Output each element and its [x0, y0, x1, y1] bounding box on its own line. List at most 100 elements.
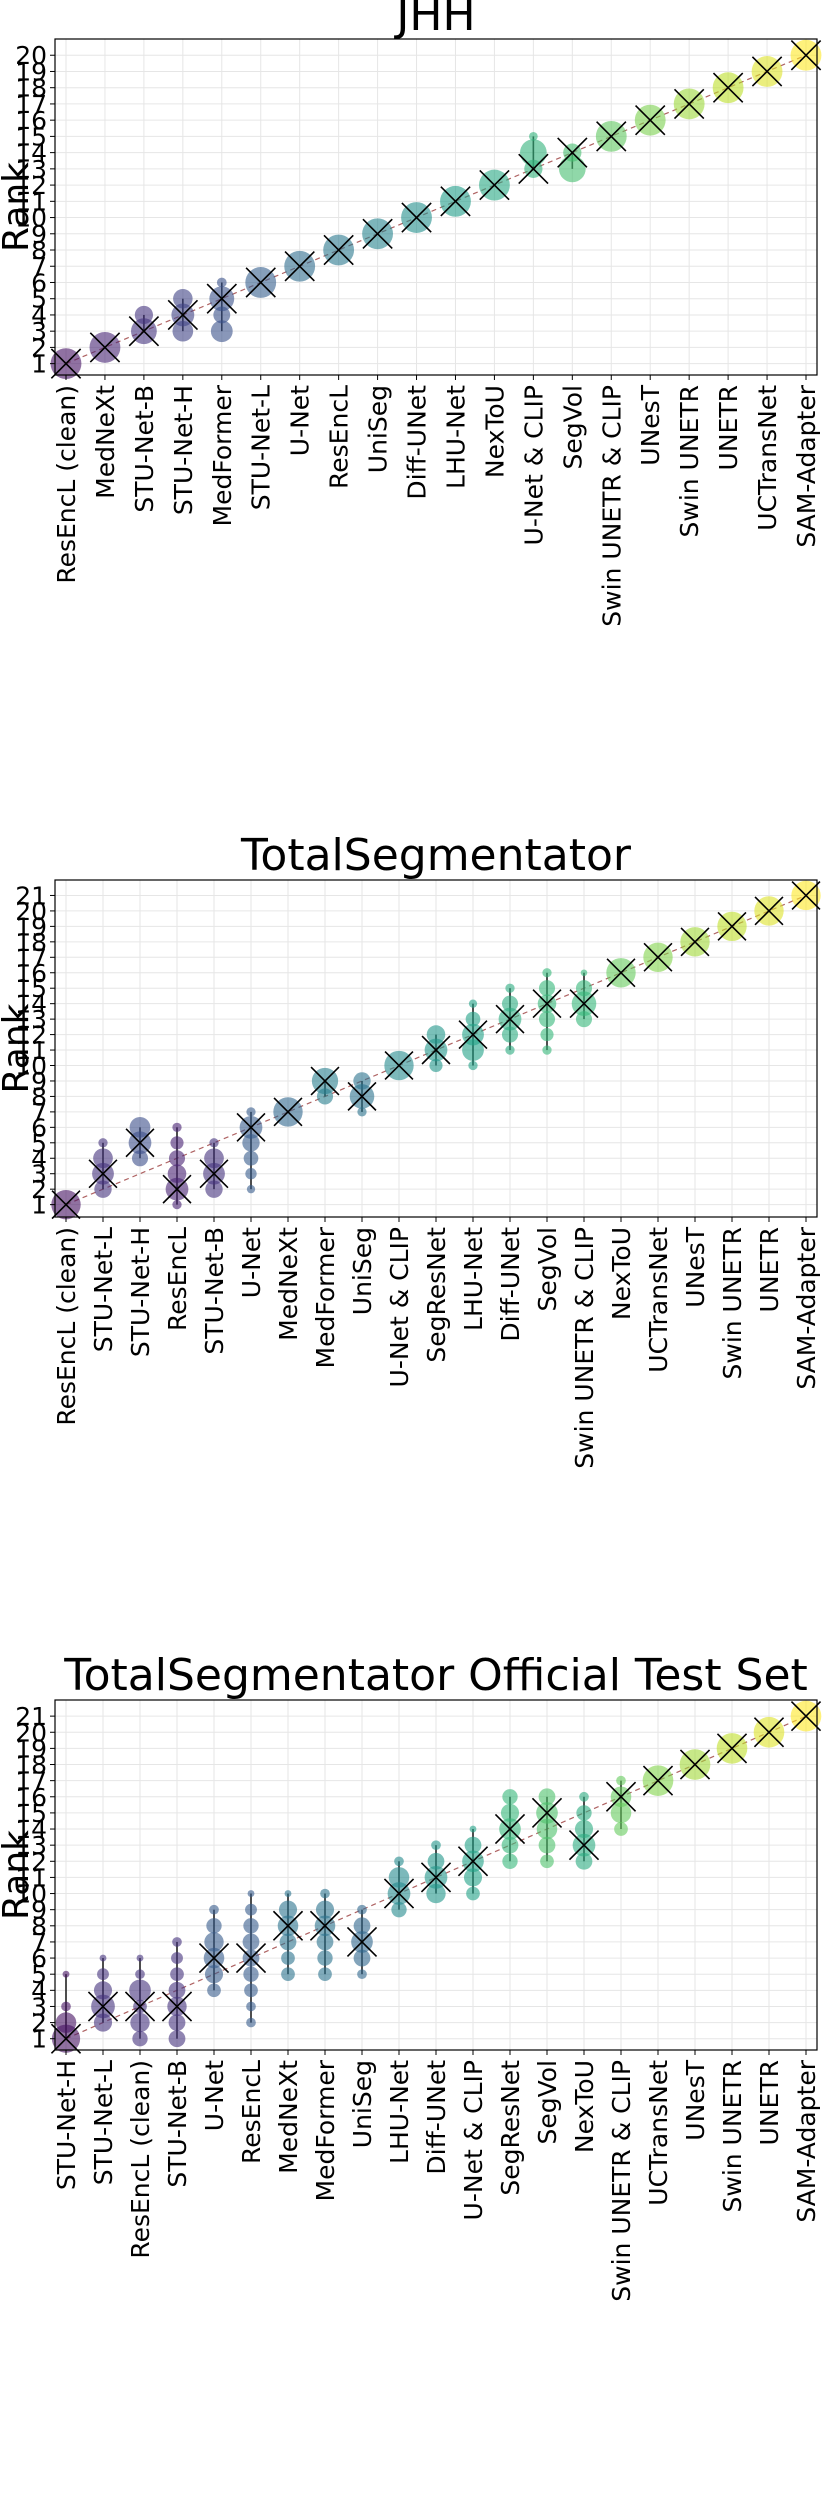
rank-bubble	[61, 2001, 71, 2012]
category-stu-net-l	[245, 267, 277, 298]
rank-bubble	[468, 1060, 478, 1071]
x-tick-label: U-Net	[286, 385, 315, 456]
category-segvol	[532, 968, 562, 1055]
category-sam-adapter	[790, 39, 822, 71]
y-tick-label: 14	[15, 990, 47, 1019]
y-tick-label: 9	[31, 1067, 47, 1096]
median-marker	[751, 56, 783, 87]
median-marker	[495, 1004, 525, 1034]
median-marker	[245, 267, 276, 298]
category-uctransnet	[642, 1765, 674, 1796]
rank-bubble	[426, 1025, 446, 1044]
y-tick-label: 15	[15, 974, 47, 1003]
median-marker	[310, 1066, 340, 1096]
rank-bubble	[246, 1185, 256, 1194]
rank-bubble	[168, 2014, 186, 2031]
category-u-net-clip	[518, 132, 549, 185]
median-marker	[717, 911, 747, 941]
median-marker	[50, 2023, 82, 2054]
rank-bubble	[315, 1900, 335, 1919]
median-marker	[309, 1910, 341, 1941]
rank-bubble	[207, 1983, 221, 1998]
y-tick-label: 15	[15, 1799, 47, 1828]
median-marker	[643, 942, 673, 972]
y-tick-label: 3	[31, 1992, 47, 2021]
category-uctransnet	[751, 56, 783, 87]
median-marker	[89, 332, 121, 363]
x-tick-label: MedFormer	[311, 1226, 340, 1368]
rank-bubble	[213, 306, 231, 324]
rank-bubble	[529, 132, 538, 141]
rank-bubble	[284, 1890, 292, 1897]
chart-title: TotalSegmentator	[240, 830, 632, 881]
x-tick-label: U-Net	[200, 2060, 229, 2131]
median-marker	[568, 1830, 600, 1861]
rank-bubble	[173, 288, 193, 309]
rank-bubble	[353, 1949, 371, 1967]
rank-bubble	[536, 1818, 558, 1840]
category-lhu-net	[458, 999, 488, 1071]
rank-bubble	[614, 1822, 628, 1836]
x-tick-label: Diff-UNet	[422, 2060, 451, 2175]
rank-bubble	[243, 1150, 259, 1166]
median-marker	[236, 1112, 266, 1142]
median-marker	[87, 1991, 119, 2022]
y-tick-label: 2	[31, 333, 47, 362]
rank-bubble	[579, 1791, 589, 1802]
y-tick-label: 8	[31, 236, 47, 265]
category-segvol	[557, 137, 588, 183]
median-marker	[161, 1991, 193, 2022]
x-tick-label: SegVol	[533, 1227, 562, 1312]
median-marker	[791, 880, 821, 910]
chart-panel-2: TotalSegmentatorRank12345678910111213141…	[0, 830, 821, 1469]
category-diff-unet	[495, 983, 525, 1055]
x-tick-label: ResEncL (clean)	[52, 1227, 81, 1426]
rank-bubble	[172, 1122, 182, 1132]
rank-bubble	[135, 1969, 145, 1980]
y-tick-label: 9	[31, 1896, 47, 1925]
rank-bubble	[279, 1933, 297, 1951]
y-tick-label: 10	[15, 1880, 47, 1909]
median-marker	[323, 234, 354, 266]
median-marker	[457, 1846, 489, 1877]
median-marker	[680, 927, 710, 957]
x-tick-label: NexToU	[607, 1227, 636, 1320]
rank-bubble	[462, 1039, 484, 1061]
x-tick-label: SegVol	[533, 2060, 562, 2145]
median-marker	[606, 958, 636, 988]
category-nextou	[568, 1791, 600, 1870]
x-tick-label: U-Net & CLIP	[519, 385, 548, 545]
x-tick-label: UCTransNet	[753, 385, 782, 531]
median-marker	[673, 88, 705, 120]
rank-bubble	[391, 1902, 407, 1918]
y-tick-label: 3	[31, 317, 47, 346]
rank-bubble	[171, 1952, 183, 1964]
median-marker	[206, 283, 238, 314]
rank-bubble	[558, 155, 586, 183]
rank-bubble	[317, 1950, 333, 1966]
median-marker	[634, 104, 666, 136]
category-unetr	[753, 1716, 785, 1748]
median-marker	[162, 1174, 192, 1204]
category-mednext	[89, 331, 121, 363]
rank-bubble	[172, 1199, 182, 1210]
category-stu-net-h	[125, 1116, 155, 1167]
median-marker	[384, 1050, 414, 1081]
rank-bubble	[505, 1045, 515, 1055]
y-tick-label: 16	[15, 1783, 47, 1812]
chart-panel-1: JHHRank1234567891011121314151617181920Re…	[0, 0, 822, 627]
y-tick-label: 21	[15, 1702, 47, 1731]
x-tick-label: SAM-Adapter	[792, 384, 821, 547]
x-tick-label: SegVol	[558, 385, 587, 470]
median-marker	[518, 153, 549, 185]
median-marker	[440, 186, 471, 217]
rank-bubble	[542, 968, 552, 978]
category-resencl	[235, 1890, 267, 2028]
rank-bubble	[610, 1802, 632, 1824]
category-lhu-net	[440, 185, 471, 217]
rank-bubble	[466, 1886, 480, 1901]
y-tick-label: 13	[15, 1005, 47, 1034]
x-tick-label: MedFormer	[311, 2059, 340, 2201]
x-tick-label: ResEncL	[163, 1227, 192, 1331]
x-tick-label: STU-Net-H	[52, 2060, 81, 2190]
